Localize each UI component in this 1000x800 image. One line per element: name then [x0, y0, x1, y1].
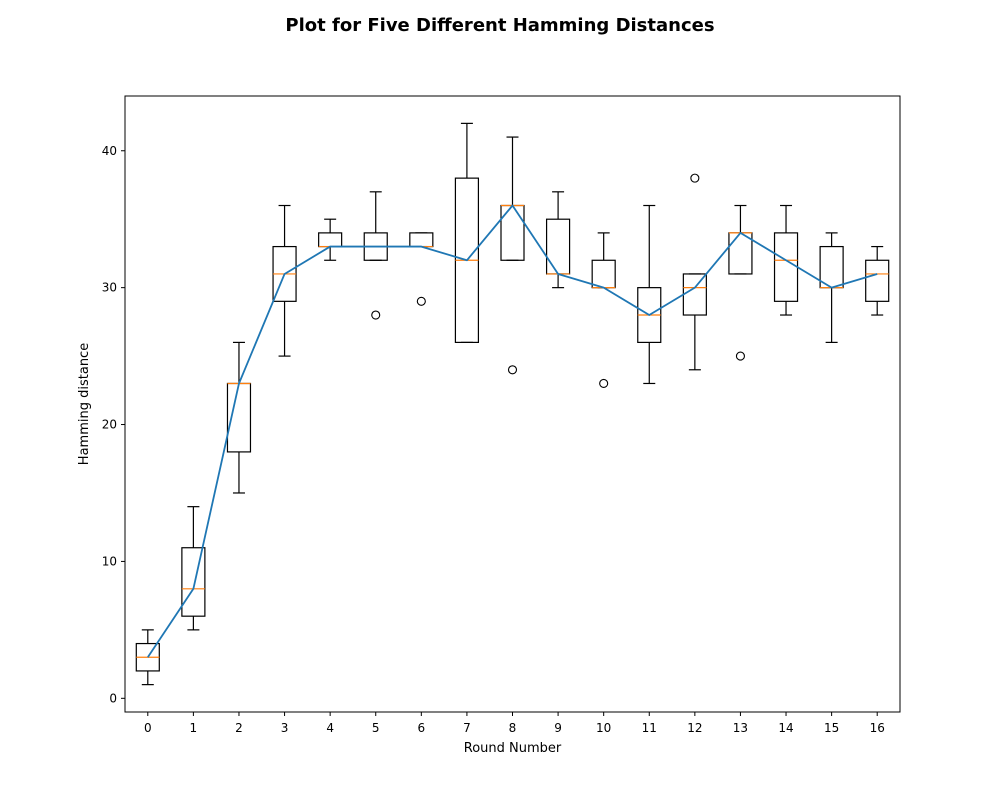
x-tick-label: 15 — [824, 721, 839, 735]
y-tick-label: 0 — [109, 691, 117, 705]
box-body — [181, 547, 206, 617]
x-tick-label: 14 — [778, 721, 793, 735]
flier-point — [371, 310, 381, 320]
x-tick-label: 11 — [642, 721, 657, 735]
x-tick-label: 10 — [596, 721, 611, 735]
flier-point — [735, 351, 745, 361]
x-tick-label: 2 — [235, 721, 243, 735]
flier-point — [599, 378, 609, 389]
x-tick-label: 1 — [190, 721, 198, 735]
x-tick-label: 9 — [554, 721, 562, 735]
y-tick-label: 30 — [102, 281, 117, 295]
x-tick-label: 5 — [372, 721, 380, 735]
y-tick-label: 40 — [102, 144, 117, 158]
x-tick-label: 16 — [870, 721, 885, 735]
x-tick-label: 4 — [326, 721, 334, 735]
median-trend-line — [147, 204, 878, 658]
x-tick-label: 6 — [418, 721, 426, 735]
box-11 — [637, 204, 662, 385]
x-tick-label: 0 — [144, 721, 152, 735]
box-7 — [454, 122, 480, 343]
chart-title: Plot for Five Different Hamming Distance… — [285, 15, 714, 36]
y-axis-label: Hamming distance — [77, 343, 92, 465]
x-tick-label: 13 — [733, 721, 748, 735]
box-0 — [135, 629, 160, 686]
line-layer — [147, 204, 878, 658]
y-tick-label: 10 — [102, 554, 117, 568]
x-tick-label: 7 — [463, 721, 471, 735]
x-tick-label: 12 — [687, 721, 702, 735]
flier-point — [416, 296, 426, 306]
box-1 — [181, 506, 206, 631]
flier-point — [507, 365, 518, 375]
flier-point — [690, 173, 700, 183]
box-body — [865, 259, 890, 302]
x-tick-label: 8 — [509, 721, 517, 735]
x-tick-label: 3 — [281, 721, 289, 735]
y-tick-label: 20 — [102, 418, 117, 432]
x-axis-label: Round Number — [464, 741, 562, 756]
box-8 — [500, 136, 525, 375]
box-16 — [865, 245, 890, 316]
